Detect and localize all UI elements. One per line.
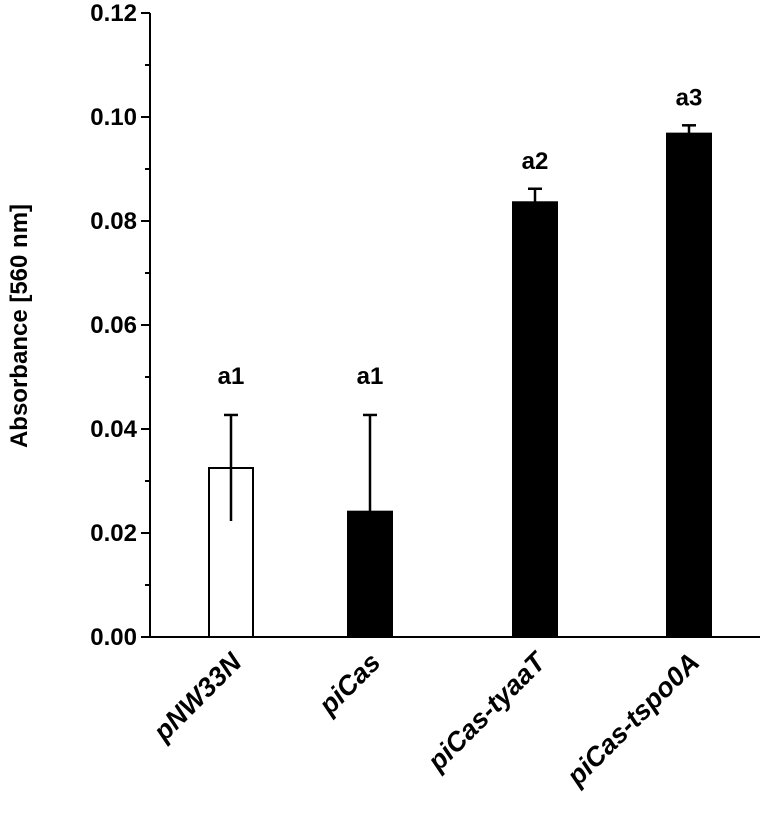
y-tick-label: 0.06 — [90, 312, 137, 339]
significance-label: a1 — [357, 363, 384, 390]
significance-label: a1 — [218, 363, 245, 390]
y-tick-label: 0.04 — [90, 416, 137, 443]
x-category-label: piCas-tyaaT — [421, 645, 553, 777]
x-category-label: piCas-tspo0A — [560, 647, 705, 792]
y-tick-label: 0.08 — [90, 208, 137, 235]
x-category-label: pNW33N — [147, 647, 248, 748]
y-tick-label: 0.12 — [90, 0, 137, 27]
y-tick-label: 0.10 — [90, 104, 137, 131]
y-tick-label: 0.02 — [90, 520, 137, 547]
bar-picas-tspo0a — [666, 132, 712, 638]
y-tick-label: 0.00 — [90, 624, 137, 651]
x-category-label: piCas — [312, 647, 386, 721]
bar-picas-tyaat — [512, 201, 558, 638]
significance-label: a3 — [676, 84, 703, 111]
significance-label: a2 — [522, 148, 549, 175]
y-axis-title: Absorbance [560 nm] — [6, 204, 33, 448]
